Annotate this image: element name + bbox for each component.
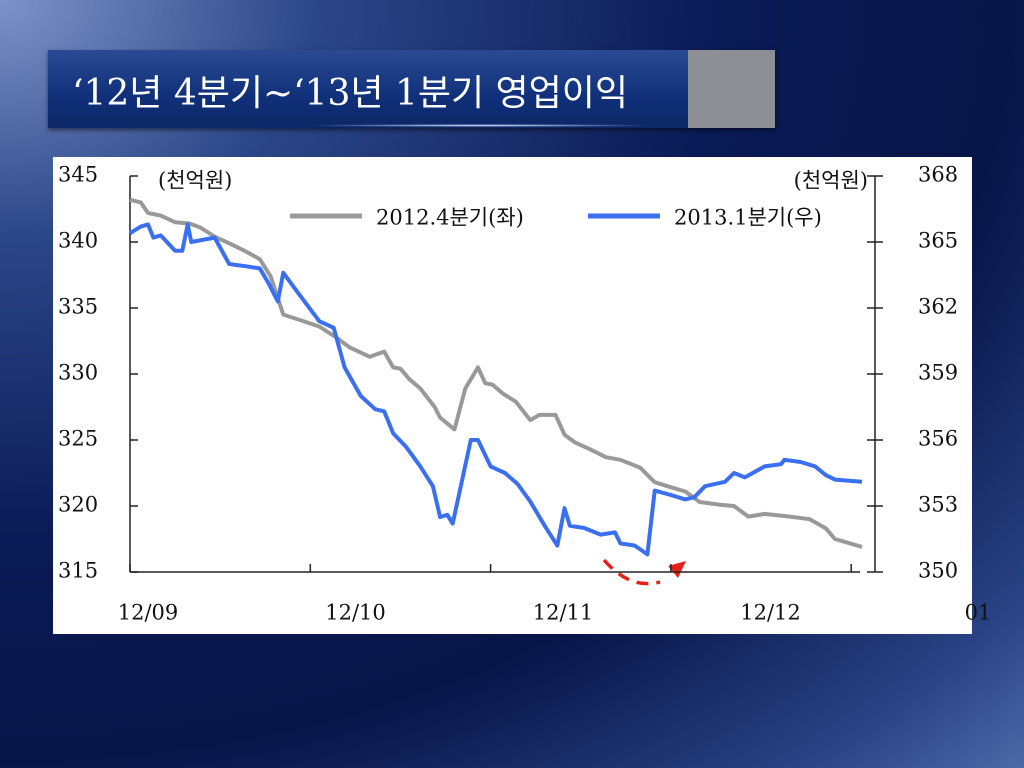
y2-tick-label: 350 bbox=[918, 559, 958, 583]
y-tick-label: 340 bbox=[58, 229, 98, 253]
chart-title: ‘12년 4분기~‘13년 1분기 영업이익 bbox=[72, 73, 629, 114]
title-glow bbox=[300, 124, 660, 127]
y2-tick-label: 362 bbox=[918, 295, 958, 319]
annotation-arrow bbox=[602, 558, 661, 586]
y2-tick-label: 356 bbox=[918, 427, 958, 451]
y2-axis-label: (천억원) bbox=[794, 169, 868, 193]
y2-tick-label: 365 bbox=[918, 229, 958, 253]
x-tick-label: 12/11 bbox=[533, 601, 594, 625]
y-tick-label: 345 bbox=[58, 163, 98, 187]
title-bar bbox=[48, 50, 775, 128]
x-tick-label: 12/09 bbox=[118, 601, 179, 625]
y2-tick-label: 368 bbox=[918, 163, 958, 187]
legend-label: 2012.4분기(좌) bbox=[376, 206, 524, 230]
series-line bbox=[128, 222, 863, 557]
annotation-arrowhead bbox=[668, 561, 686, 578]
y-tick-label: 335 bbox=[58, 295, 98, 319]
title-accent bbox=[688, 50, 775, 128]
x-tick-label: 01 bbox=[965, 601, 992, 625]
x-tick-label: 12/12 bbox=[740, 601, 801, 625]
legend-label: 2013.1분기(우) bbox=[674, 206, 822, 230]
y-tick-label: 325 bbox=[58, 427, 98, 451]
series-line bbox=[129, 197, 863, 549]
chart-panel bbox=[53, 157, 972, 634]
y-tick-label: 315 bbox=[58, 559, 98, 583]
y-axis-label: (천억원) bbox=[158, 169, 232, 193]
y-tick-label: 330 bbox=[58, 361, 98, 385]
y2-tick-label: 353 bbox=[918, 493, 958, 517]
y2-tick-label: 359 bbox=[918, 361, 958, 385]
y-tick-label: 320 bbox=[58, 493, 98, 517]
x-tick-label: 12/10 bbox=[325, 601, 386, 625]
